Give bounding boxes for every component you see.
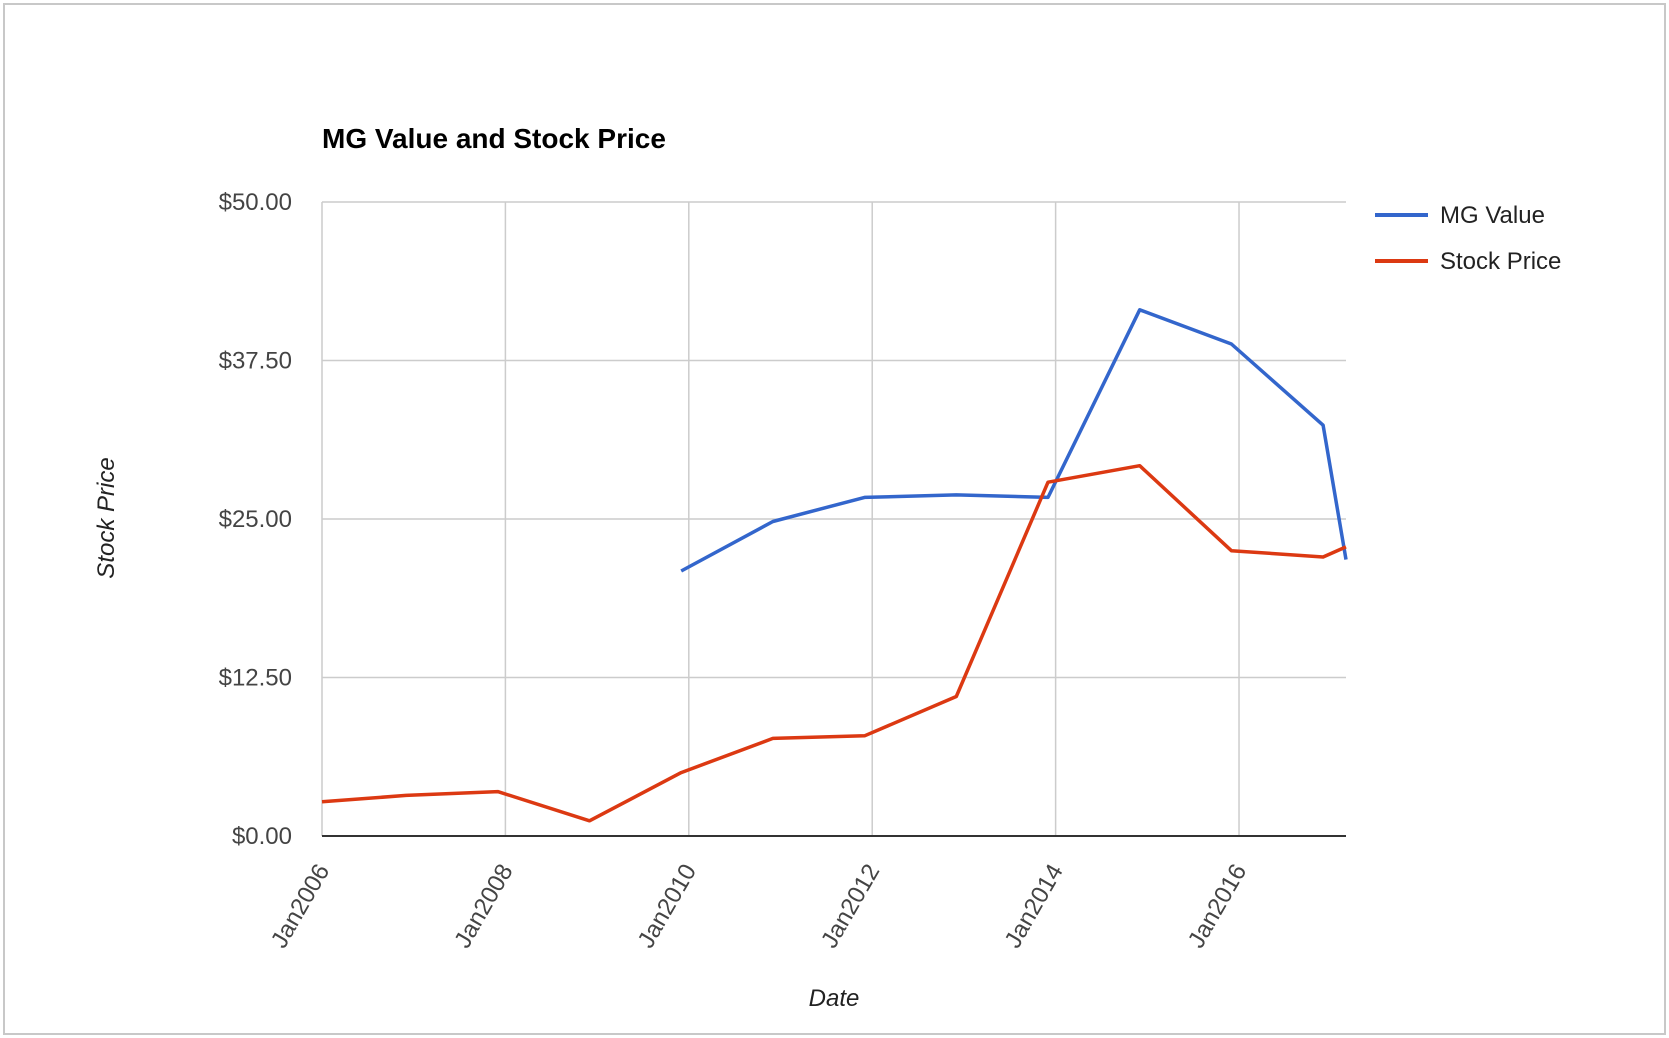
x-tick-label: Jan2008	[449, 860, 518, 953]
x-tick-label: Jan2014	[999, 860, 1068, 953]
chart-border	[3, 3, 1666, 1035]
y-tick-label: $50.00	[219, 189, 292, 216]
legend-label: Stock Price	[1440, 248, 1561, 275]
y-tick-label: $37.50	[219, 348, 292, 375]
x-axis-title: Date	[809, 985, 860, 1012]
series-line-stock-price	[321, 463, 1347, 823]
axes: $0.00 $12.50 $25.00 $37.50 $50.00 Jan2006 Jan2…	[219, 189, 1346, 953]
x-tick-label: Jan2016	[1183, 860, 1252, 953]
series	[321, 308, 1348, 823]
legend: MG Value Stock Price	[1375, 202, 1561, 275]
x-tick-label: Jan2012	[816, 860, 885, 953]
grid	[321, 201, 1346, 836]
legend-label: MG Value	[1440, 202, 1545, 229]
y-axis-title: Stock Price	[93, 457, 120, 578]
series-line-mg-value	[680, 308, 1348, 573]
y-tick-label: $12.50	[219, 665, 292, 692]
x-tick-label: Jan2010	[633, 860, 702, 953]
x-tick-label: Jan2006	[266, 860, 335, 953]
y-tick-label: $25.00	[219, 506, 292, 533]
y-tick-label: $0.00	[232, 823, 292, 850]
chart-title: MG Value and Stock Price	[322, 123, 666, 154]
